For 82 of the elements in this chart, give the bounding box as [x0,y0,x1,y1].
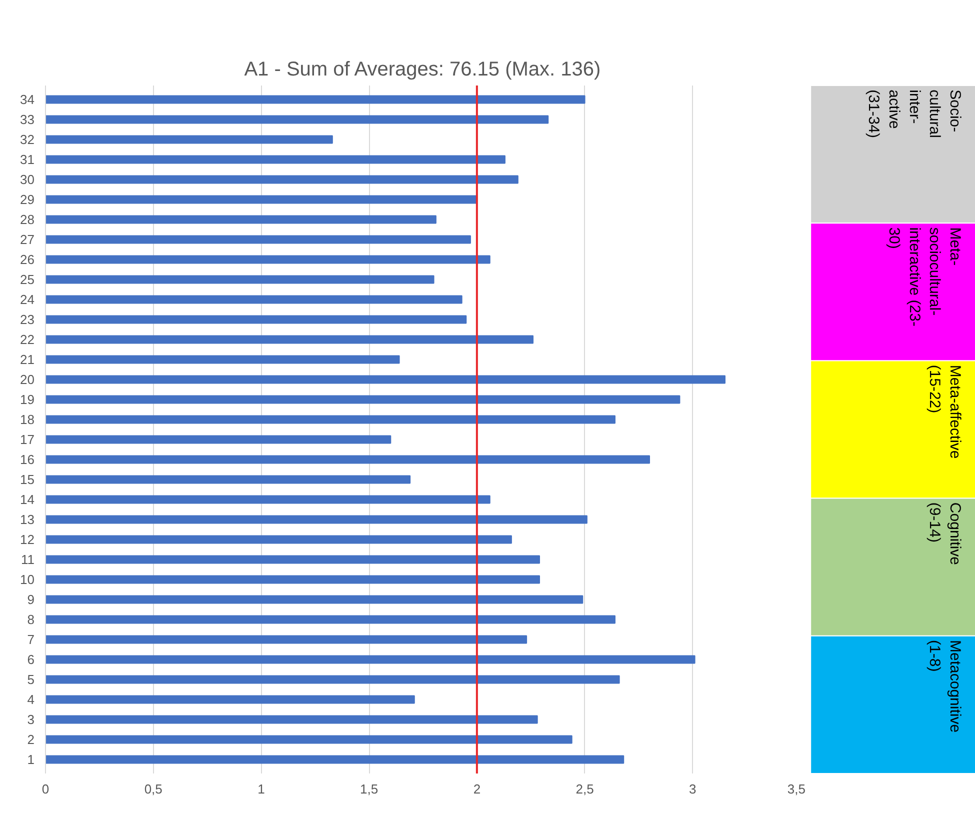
bar [46,295,462,304]
bar [46,615,616,624]
bar [46,675,620,684]
y-tick-label: 23 [20,312,35,327]
text: Meta-affective (15-22) [926,364,964,459]
y-tick-label: 6 [27,652,35,667]
bar [46,375,726,384]
y-tick-label: 11 [21,552,35,567]
x-tick-label: 0,5 [144,782,162,796]
bar [46,215,436,224]
bar [46,95,586,104]
y-tick-label: 18 [20,412,35,427]
y-tick-label: 2 [27,732,35,747]
bar [46,195,478,204]
y-tick-label: 14 [20,492,35,507]
y-tick-label: 21 [20,352,35,367]
bar [46,635,528,644]
bar [46,475,411,484]
bar [46,595,584,604]
x-tick-label: 1,5 [360,782,378,796]
y-tick-label: 28 [20,212,35,227]
y-tick-label: 20 [20,372,35,387]
bar [46,435,392,444]
bar [46,115,549,124]
bar [46,535,512,544]
bar [46,335,534,344]
bar [46,315,467,324]
y-tick-label: 1 [27,752,35,767]
y-tick-label: 16 [20,452,35,467]
bar [46,515,588,524]
y-tick-label: 27 [20,232,35,247]
bar [46,695,415,704]
y-tick-label: 34 [20,92,35,107]
bar [46,575,540,584]
y-tick-label: 10 [20,572,35,587]
bar [46,715,538,724]
bar [46,135,333,144]
bar [46,255,490,264]
bar [46,555,540,564]
bar [46,155,506,164]
chart-title: A1 - Sum of Averages: 76.15 (Max. 136) [244,58,601,80]
bar [46,275,434,284]
bar [46,355,400,364]
y-tick-label: 8 [27,612,35,627]
y-tick-label: 9 [27,592,35,607]
y-tick-label: 17 [20,432,35,447]
text: Meta- sociocultural- interactive (23- 30) [885,227,964,326]
y-tick-label: 12 [20,532,35,547]
x-tick-label: 0 [42,782,50,796]
y-tick-label: 32 [20,132,35,147]
y-tick-label: 19 [20,392,35,407]
x-tick-label: 1 [258,782,265,796]
y-tick-label: 4 [27,692,35,707]
x-tick-label: 3 [689,782,696,796]
y-tick-label: 30 [20,172,35,187]
bar [46,455,650,464]
x-tick-label: 3,5 [787,782,806,796]
bar [46,235,471,244]
text: Cognitive (9-14) [926,502,964,565]
text: Socio- cultural inter- active (31-34) [865,90,964,138]
y-tick-label: 15 [20,472,35,487]
y-tick-label: 5 [27,672,35,687]
y-tick-label: 13 [20,512,35,527]
y-tick-label: 31 [20,152,35,167]
bar [46,735,572,744]
y-tick-label: 26 [20,252,35,267]
text: Metacognitive (1-8) [926,640,964,733]
bar [46,415,616,424]
x-tick-label: 2 [473,782,481,796]
y-tick-label: 3 [27,712,35,727]
bar [46,495,490,504]
bar [46,175,518,184]
y-tick-label: 22 [20,332,35,347]
y-tick-label: 25 [20,272,35,287]
bar [46,395,680,404]
y-tick-label: 7 [27,632,35,647]
y-tick-label: 29 [20,192,35,207]
bar [46,655,696,664]
x-tick-label: 2,5 [576,782,594,796]
y-tick-label: 33 [20,112,35,127]
bar [46,755,624,764]
y-tick-label: 24 [20,292,35,307]
